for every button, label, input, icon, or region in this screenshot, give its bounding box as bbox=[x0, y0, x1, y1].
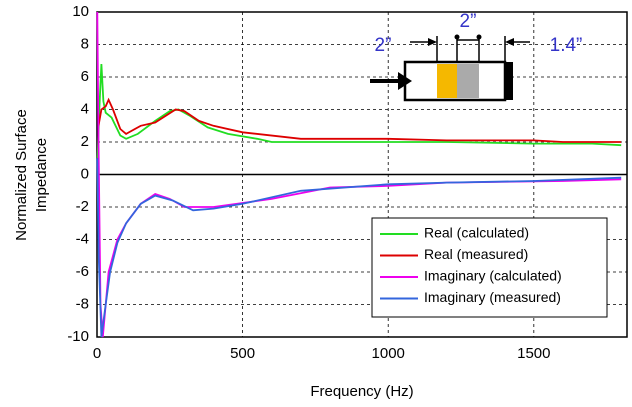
y-tick-label: -6 bbox=[76, 263, 89, 280]
y-axis-label: Normalized Surface bbox=[13, 109, 30, 241]
x-axis-label: Frequency (Hz) bbox=[310, 383, 413, 400]
y-tick-label: -4 bbox=[76, 230, 89, 247]
dim-arrow-head bbox=[428, 38, 437, 46]
y-tick-label: 0 bbox=[81, 165, 89, 182]
legend-label: Real (calculated) bbox=[424, 225, 529, 241]
dim-arrow-head bbox=[505, 38, 514, 46]
layer-2 bbox=[457, 64, 479, 98]
y-tick-label: -2 bbox=[76, 198, 89, 215]
annotation: 2” bbox=[375, 35, 392, 56]
annotation: 1.4” bbox=[550, 35, 583, 56]
legend-label: Imaginary (calculated) bbox=[424, 268, 562, 284]
layer-1 bbox=[437, 64, 457, 98]
y-axis-label: Impedance bbox=[33, 138, 50, 212]
series-line bbox=[96, 63, 622, 159]
y-tick-label: -10 bbox=[67, 328, 89, 345]
arrow-head bbox=[398, 72, 412, 90]
legend-label: Imaginary (measured) bbox=[424, 289, 561, 305]
x-tick-label: 1000 bbox=[372, 345, 405, 362]
x-tick-label: 0 bbox=[93, 345, 101, 362]
dim-dot bbox=[454, 34, 460, 40]
y-tick-label: 4 bbox=[81, 100, 89, 117]
series-line bbox=[96, 158, 622, 338]
series-line bbox=[97, 97, 622, 143]
backing bbox=[505, 62, 513, 100]
x-tick-label: 1500 bbox=[517, 345, 550, 362]
x-tick-label: 500 bbox=[230, 345, 255, 362]
y-tick-label: 8 bbox=[81, 35, 89, 52]
y-tick-label: 2 bbox=[81, 133, 89, 150]
tube-diagram: 2” 2” 1.4” bbox=[370, 11, 583, 102]
legend-label: Real (measured) bbox=[424, 246, 528, 262]
dim-dot bbox=[476, 34, 482, 40]
plot bbox=[96, 11, 628, 338]
annotation: 2” bbox=[460, 11, 477, 32]
y-tick-label: -8 bbox=[76, 295, 89, 312]
y-tick-label: 10 bbox=[72, 3, 89, 20]
y-tick-label: 6 bbox=[81, 68, 89, 85]
